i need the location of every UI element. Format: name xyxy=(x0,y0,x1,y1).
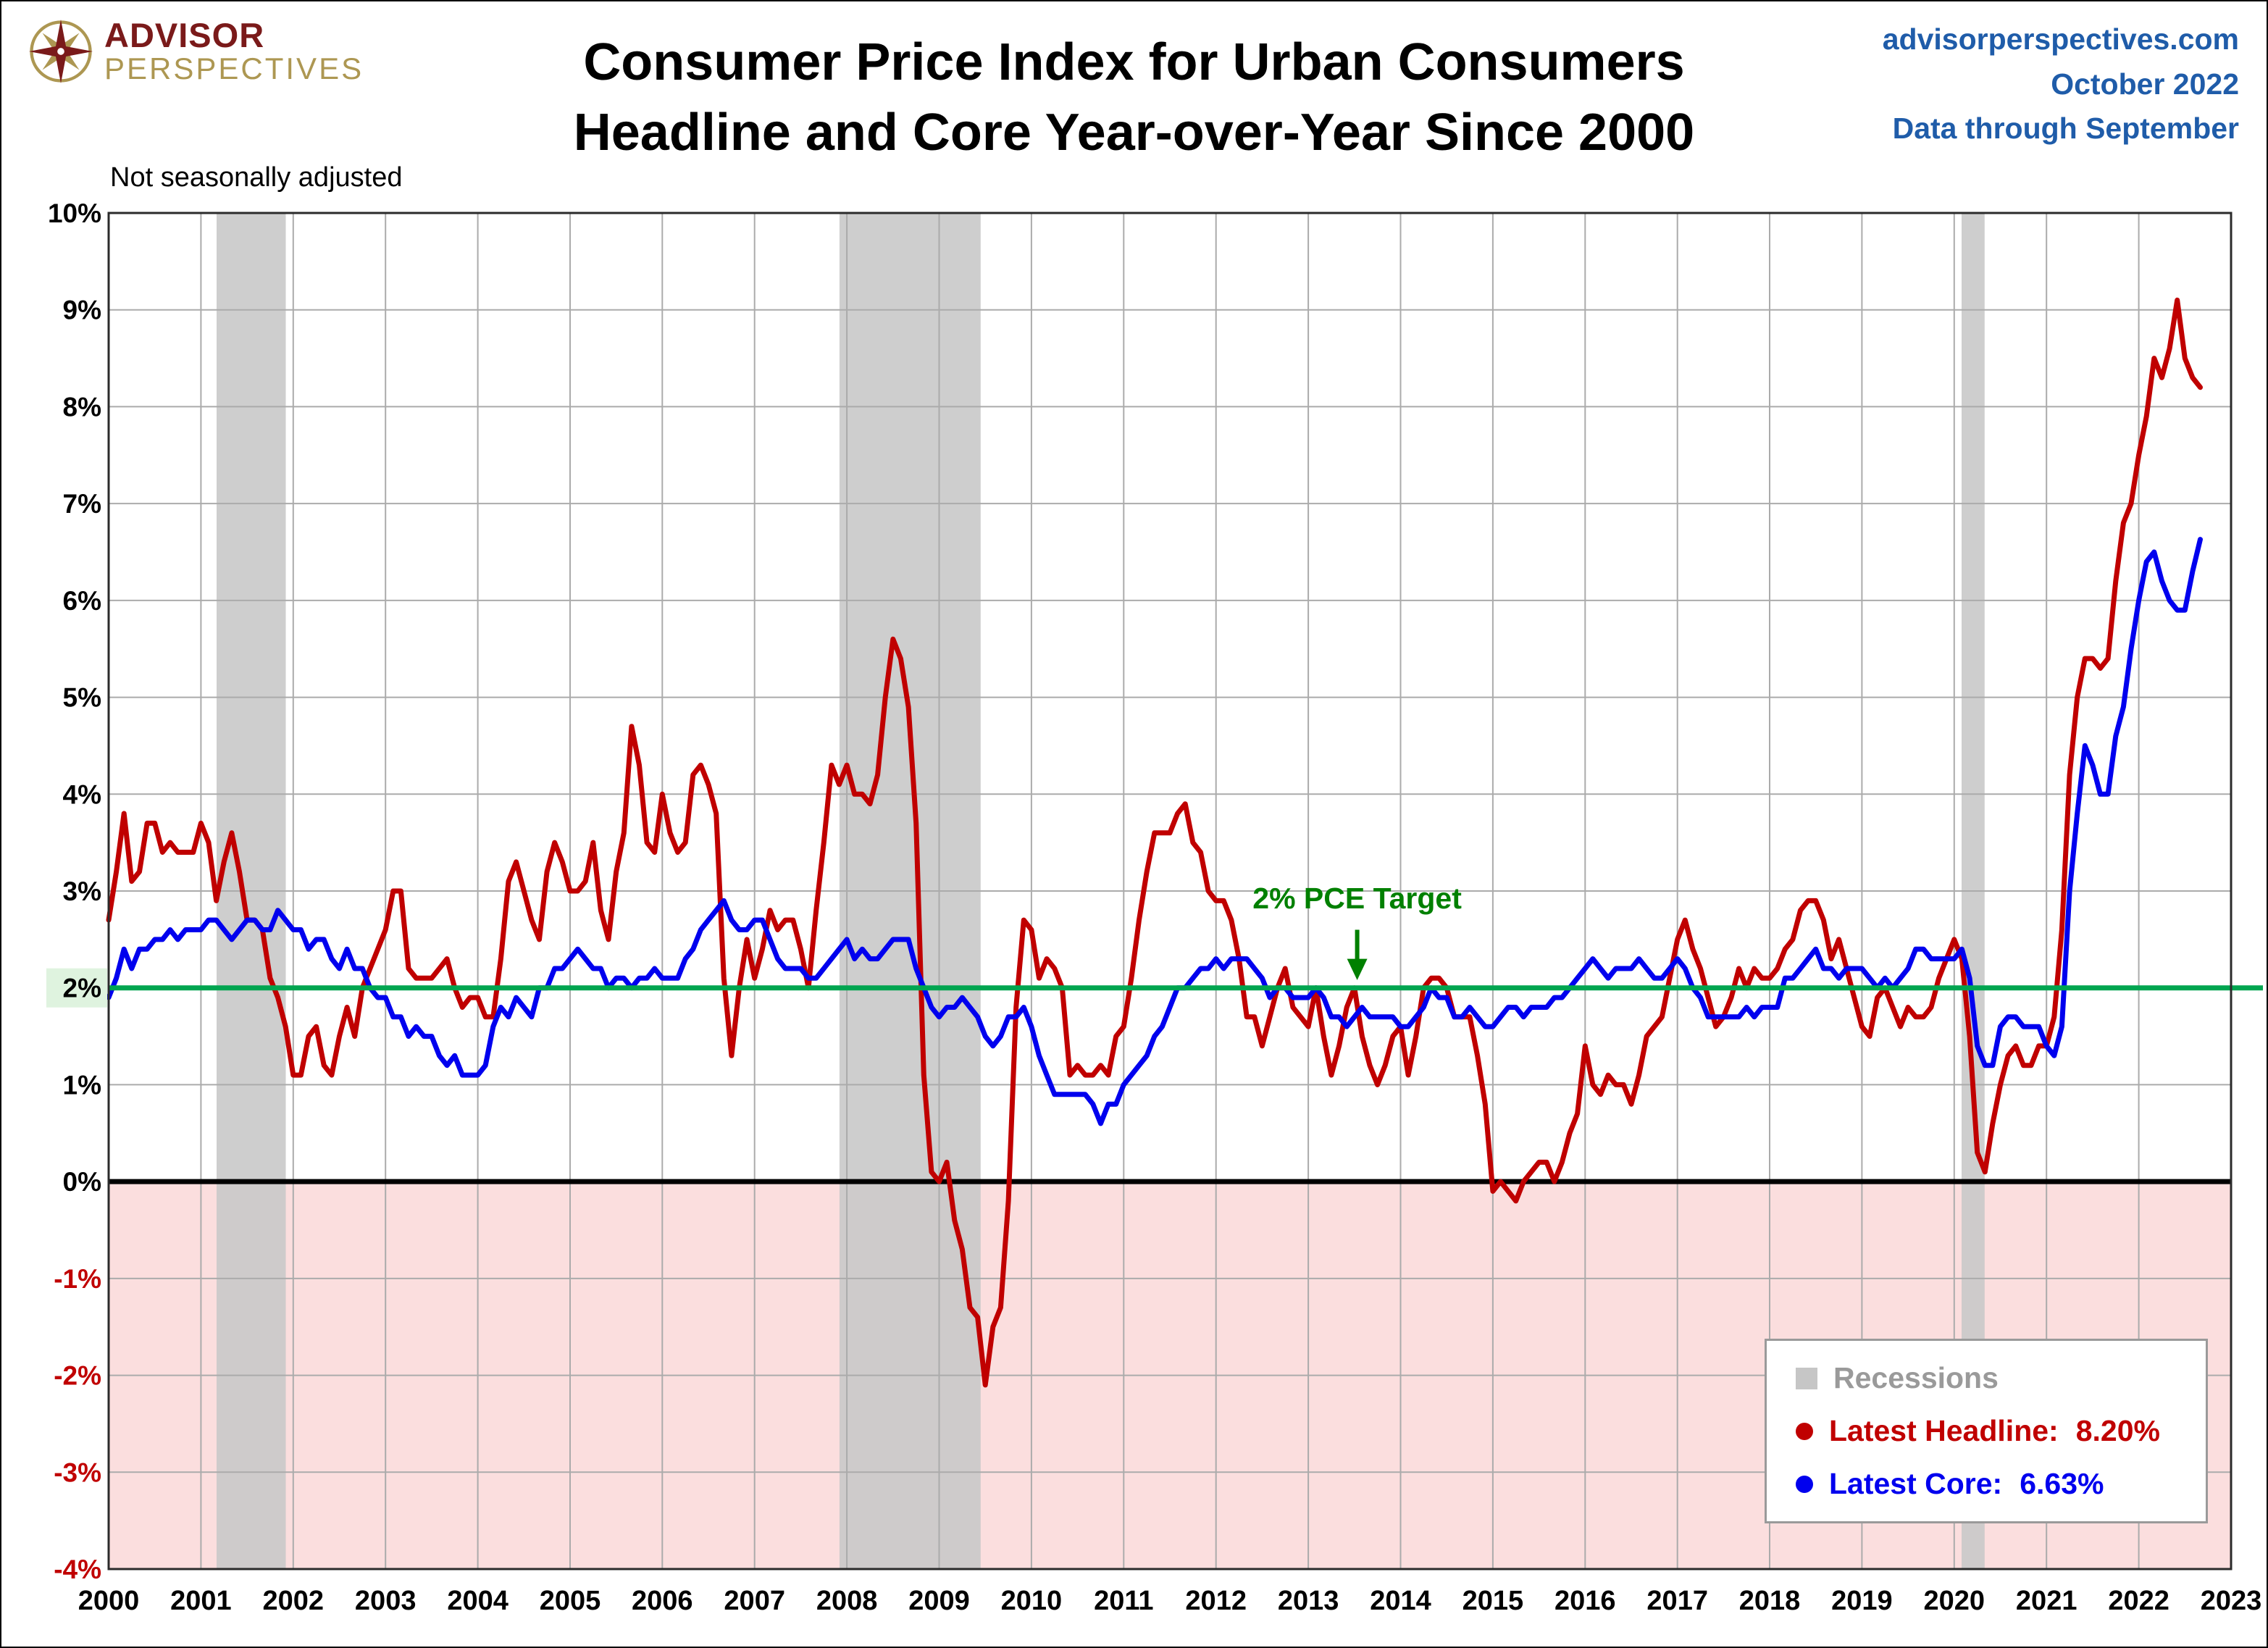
x-tick-label: 2011 xyxy=(1094,1586,1153,1616)
advisor-perspectives-logo: ADVISOR PERSPECTIVES xyxy=(29,17,364,85)
logo-line2: PERSPECTIVES xyxy=(104,51,364,86)
source-info: advisorperspectives.com October 2022 Dat… xyxy=(1883,17,2239,151)
y-tick-label: -4% xyxy=(54,1555,101,1584)
core-line xyxy=(106,537,2203,1126)
seasonal-note: Not seasonally adjusted xyxy=(110,162,403,193)
headline-dot-icon xyxy=(1796,1422,1813,1440)
source-date: October 2022 xyxy=(2051,67,2239,101)
x-tick-label: 2009 xyxy=(908,1586,970,1616)
legend-label: Recessions xyxy=(1833,1361,1999,1394)
legend-label: Latest Headline: xyxy=(1829,1414,2059,1447)
y-tick-label: -2% xyxy=(54,1361,101,1391)
x-tick-label: 2020 xyxy=(1924,1586,1985,1616)
legend-item-core: Latest Core: 6.63% xyxy=(1796,1467,2198,1501)
headline-value: 8.20% xyxy=(2075,1414,2160,1447)
x-tick-label: 2008 xyxy=(816,1586,878,1616)
x-tick-label: 2002 xyxy=(263,1586,325,1616)
data-through: Data through September xyxy=(1892,112,2239,145)
y-tick-label: 6% xyxy=(63,586,101,616)
logo-line1: ADVISOR xyxy=(104,16,265,54)
x-tick-label: 2001 xyxy=(170,1586,232,1616)
y-tick-label: 2% xyxy=(63,974,101,1003)
y-tick-label: -3% xyxy=(54,1457,101,1487)
pce-target-label: 2% PCE Target xyxy=(1252,882,1462,915)
y-tick-label: 8% xyxy=(63,392,101,422)
x-tick-label: 2004 xyxy=(447,1586,509,1616)
x-tick-label: 2000 xyxy=(78,1586,140,1616)
x-tick-label: 2019 xyxy=(1831,1586,1893,1616)
x-tick-label: 2022 xyxy=(2108,1586,2169,1616)
target-tick-highlight xyxy=(46,968,107,1008)
y-tick-label: 0% xyxy=(63,1167,101,1197)
x-tick-label: 2005 xyxy=(540,1586,601,1616)
x-tick-label: 2003 xyxy=(355,1586,417,1616)
recession-swatch-icon xyxy=(1796,1367,1817,1389)
x-tick-label: 2014 xyxy=(1370,1586,1431,1616)
plot-border xyxy=(107,212,2233,1570)
y-tick-label: 7% xyxy=(63,489,101,519)
core-dot-icon xyxy=(1796,1475,1813,1493)
legend-label: Latest Core: xyxy=(1829,1467,2003,1500)
x-tick-label: 2015 xyxy=(1463,1586,1524,1616)
x-tick-label: 2017 xyxy=(1646,1586,1708,1616)
y-tick-label: 1% xyxy=(63,1070,101,1100)
y-tick-label: 4% xyxy=(63,779,101,809)
x-tick-label: 2010 xyxy=(1001,1586,1063,1616)
logo-text: ADVISOR PERSPECTIVES xyxy=(104,17,364,85)
x-tick-label: 2006 xyxy=(632,1586,693,1616)
y-tick-label: 5% xyxy=(63,683,101,713)
x-tick-label: 2023 xyxy=(2201,1586,2262,1616)
x-tick-label: 2007 xyxy=(724,1586,785,1616)
source-site: advisorperspectives.com xyxy=(1882,22,2239,56)
x-tick-label: 2013 xyxy=(1278,1586,1339,1616)
title-line1: Consumer Price Index for Urban Consumers xyxy=(583,33,1685,91)
legend-item-recessions: Recessions xyxy=(1796,1361,2198,1395)
title-line2: Headline and Core Year-over-Year Since 2… xyxy=(573,104,1695,162)
x-tick-label: 2021 xyxy=(2016,1586,2077,1616)
x-tick-label: 2016 xyxy=(1554,1586,1616,1616)
legend-item-headline: Latest Headline: 8.20% xyxy=(1796,1414,2198,1448)
y-tick-label: 9% xyxy=(63,296,101,325)
y-tick-label: 3% xyxy=(63,877,101,906)
core-value: 6.63% xyxy=(2020,1467,2104,1500)
y-tick-label: -1% xyxy=(54,1264,101,1294)
x-tick-label: 2012 xyxy=(1185,1586,1247,1616)
pce-arrowhead-icon xyxy=(1347,958,1368,980)
legend: Recessions Latest Headline: 8.20% Latest… xyxy=(1765,1339,2208,1523)
page-title: Consumer Price Index for Urban Consumers… xyxy=(0,28,2268,168)
x-tick-label: 2018 xyxy=(1739,1586,1801,1616)
y-tick-label: 10% xyxy=(48,198,101,228)
compass-rose-icon xyxy=(29,19,93,83)
